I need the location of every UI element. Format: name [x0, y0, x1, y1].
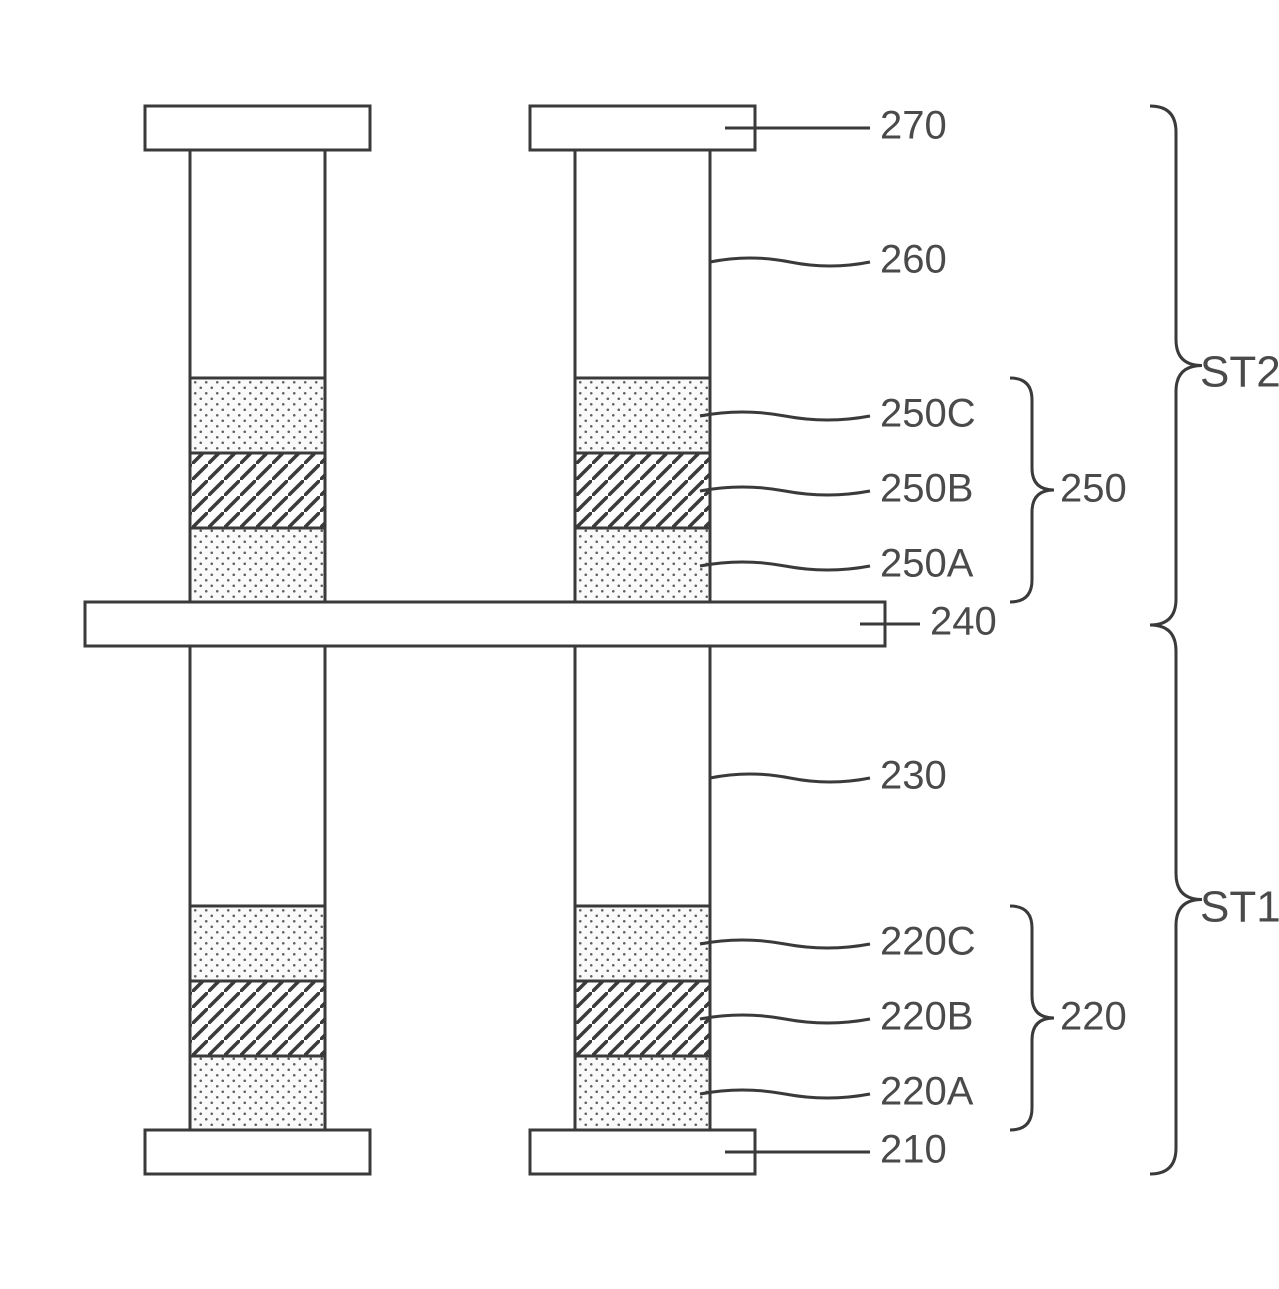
leader-l250A — [700, 562, 870, 570]
label-l220A: 220A — [880, 1070, 974, 1114]
left-250C — [190, 378, 325, 453]
leader-l230 — [710, 774, 870, 782]
left-250B — [190, 453, 325, 528]
leader-l260 — [710, 258, 870, 266]
right-220C — [575, 906, 710, 981]
label-l270: 270 — [880, 104, 947, 148]
right-220B — [575, 981, 710, 1056]
brace-220 — [1010, 906, 1054, 1130]
right-pillar-230 — [575, 646, 710, 906]
left-pillar-230 — [190, 646, 325, 906]
right-250A — [575, 528, 710, 602]
label-g220: 220 — [1060, 995, 1127, 1039]
left-220B — [190, 981, 325, 1056]
left-pillar-260 — [190, 150, 325, 378]
right-250B — [575, 453, 710, 528]
label-l250B: 250B — [880, 467, 973, 511]
label-ST1: ST1 — [1200, 883, 1279, 932]
leader-l220A — [700, 1090, 870, 1098]
label-l220C: 220C — [880, 920, 976, 964]
label-l210: 210 — [880, 1128, 947, 1172]
bar-240 — [85, 602, 885, 646]
label-l240: 240 — [930, 600, 997, 644]
left-cap-210 — [145, 1130, 370, 1174]
semiconductor-stack-diagram: 270 260 250C 250B 250A 240 230 220C 220B 220A 210 2… — [0, 0, 1279, 1289]
leader-l220B — [700, 1015, 870, 1023]
left-cap-270 — [145, 106, 370, 150]
leader-l220C — [700, 940, 870, 948]
right-220A — [575, 1056, 710, 1130]
leader-l250C — [700, 412, 870, 420]
left-250A — [190, 528, 325, 602]
label-l250C: 250C — [880, 392, 976, 436]
leader-l250B — [700, 487, 870, 495]
left-220C — [190, 906, 325, 981]
right-250C — [575, 378, 710, 453]
brace-ST2 — [1150, 106, 1202, 625]
label-group: 270 260 250C 250B 250A 240 230 220C 220B 220A 210 2… — [880, 104, 1279, 1172]
label-ST2: ST2 — [1200, 348, 1279, 397]
brace-250 — [1010, 378, 1054, 602]
brace-ST1 — [1150, 625, 1202, 1174]
label-g250: 250 — [1060, 467, 1127, 511]
left-220A — [190, 1056, 325, 1130]
right-pillar-260 — [575, 150, 710, 378]
label-l250A: 250A — [880, 542, 974, 586]
layer-shapes — [85, 106, 885, 1174]
label-l230: 230 — [880, 754, 947, 798]
label-l220B: 220B — [880, 995, 973, 1039]
label-l260: 260 — [880, 238, 947, 282]
right-cap-270 — [530, 106, 755, 150]
right-cap-210 — [530, 1130, 755, 1174]
